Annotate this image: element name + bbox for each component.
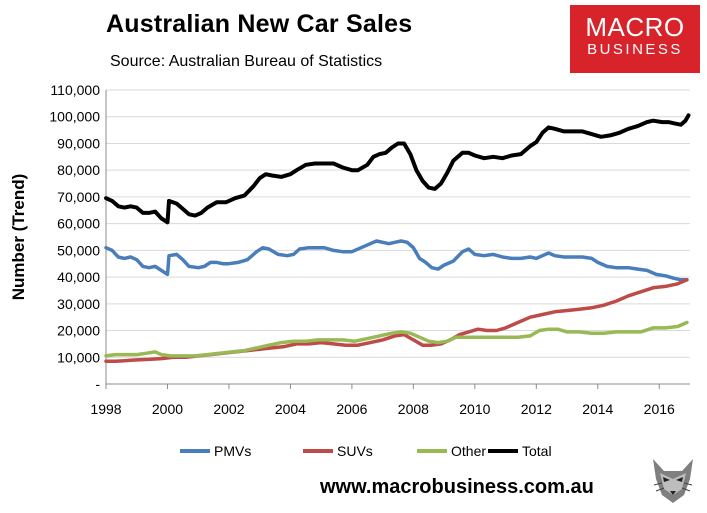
logo-line2: BUSINESS [587, 41, 683, 58]
y-tick-label: 50,000 [57, 242, 100, 258]
chart-title: Australian New Car Sales [106, 10, 413, 38]
wolf-icon [648, 455, 698, 505]
x-tick-label: 2016 [644, 401, 675, 417]
x-tick-label: 2004 [275, 401, 306, 417]
x-tick-label: 2000 [152, 401, 183, 417]
y-axis-label: Number (Trend) [9, 174, 28, 301]
series-line-total [104, 113, 691, 225]
y-tick-label: 80,000 [57, 162, 100, 178]
series-line-suvs [104, 278, 689, 364]
legend-label-other: Other [451, 443, 486, 459]
x-tick-label: 2002 [213, 401, 244, 417]
y-tick-label: 30,000 [57, 296, 100, 312]
x-tick-label: 2010 [459, 401, 490, 417]
logo-line1: MACRO [585, 12, 685, 42]
x-tick-label: 2012 [521, 401, 552, 417]
legend-label-total: Total [522, 443, 552, 459]
y-tick-label: 70,000 [57, 189, 100, 205]
series-line-pmvs [104, 239, 689, 282]
y-tick-label: 60,000 [57, 216, 100, 232]
y-tick-label: 10,000 [57, 349, 100, 365]
x-tick-label: 2006 [336, 401, 367, 417]
chart-subtitle: Source: Australian Bureau of Statistics [110, 53, 383, 70]
x-tick-label: 2008 [398, 401, 429, 417]
macrobusiness-logo[interactable]: MACRO BUSINESS [570, 5, 700, 73]
x-tick-label: 1998 [90, 401, 121, 417]
y-tick-label: 40,000 [57, 269, 100, 285]
y-tick-label: 90,000 [57, 135, 100, 151]
y-tick-label: 100,000 [49, 109, 100, 125]
x-tick-label: 2014 [582, 401, 613, 417]
series-line-other [104, 320, 689, 358]
legend-label-suvs: SUVs [337, 443, 373, 459]
y-tick-label: 20,000 [57, 323, 100, 339]
y-tick-label: - [95, 376, 100, 392]
y-tick-label: 110,000 [50, 82, 100, 98]
website-url[interactable]: www.macrobusiness.com.au [320, 476, 594, 498]
legend-label-pmvs: PMVs [214, 443, 251, 459]
